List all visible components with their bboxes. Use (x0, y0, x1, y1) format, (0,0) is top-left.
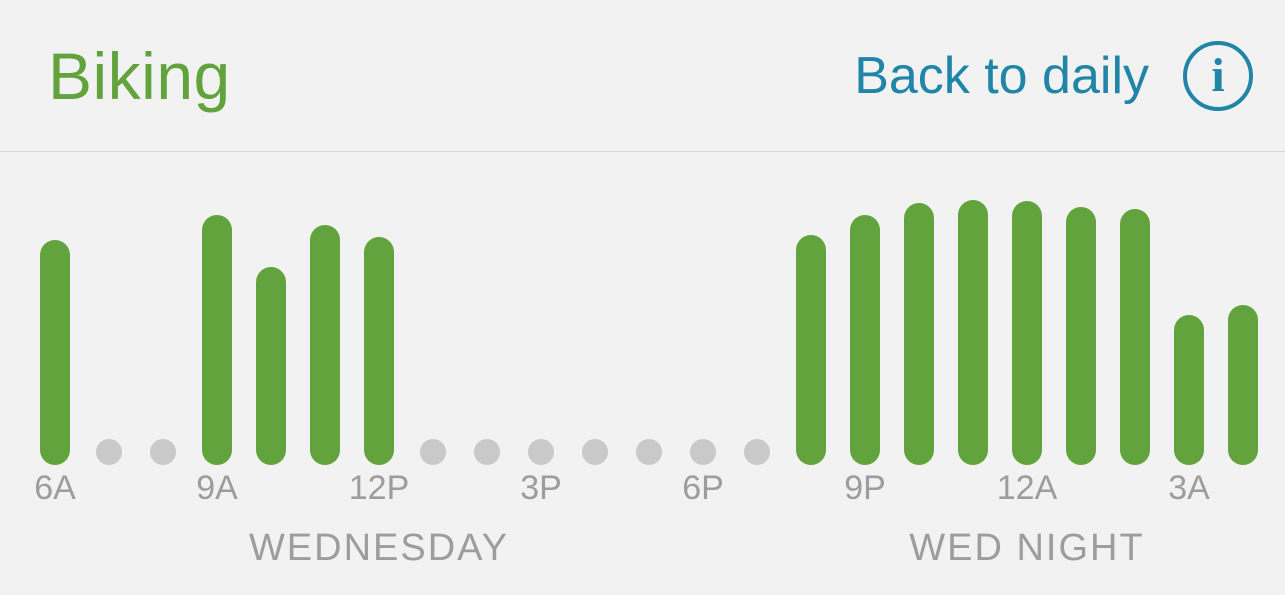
chart-empty-slot (406, 195, 460, 465)
chart-empty-dot (636, 439, 662, 465)
chart-bar-slot (1000, 195, 1054, 465)
chart-bar-slot (1108, 195, 1162, 465)
chart-empty-dot (474, 439, 500, 465)
chart-bar-slot (892, 195, 946, 465)
chart-tick-row: 6A 9A 12P 3P 6P 9P 12A 3A (0, 469, 1285, 517)
chart-empty-slot (514, 195, 568, 465)
chart-empty-dot (744, 439, 770, 465)
chart-bar-slot (1162, 195, 1216, 465)
info-icon: i (1211, 52, 1224, 100)
chart-empty-slot (730, 195, 784, 465)
app-root: Biking Back to daily i 6A 9A 12P 3P 6P 9P 12A 3… (0, 0, 1285, 595)
chart-bar (364, 237, 394, 465)
chart-bar (1066, 207, 1096, 465)
chart-tick: 3A (1168, 469, 1210, 508)
chart-daylabel-row: WEDNESDAY WED NIGHT (0, 527, 1285, 575)
chart-tick: 9P (844, 469, 886, 508)
chart-bar-slot (244, 195, 298, 465)
chart-empty-slot (136, 195, 190, 465)
chart-tick: 12A (997, 469, 1058, 508)
chart-empty-dot (96, 439, 122, 465)
chart-bar (1012, 201, 1042, 465)
activity-chart: 6A 9A 12P 3P 6P 9P 12A 3A WEDNESDAY WED NIGHT (0, 152, 1285, 595)
chart-tick: 3P (520, 469, 562, 508)
chart-empty-slot (568, 195, 622, 465)
chart-empty-dot (528, 439, 554, 465)
chart-day-label: WEDNESDAY (249, 527, 509, 570)
chart-bar-slot (190, 195, 244, 465)
chart-empty-slot (622, 195, 676, 465)
chart-bar-slot (946, 195, 1000, 465)
chart-bar-slot (1216, 195, 1270, 465)
chart-bar-slot (838, 195, 892, 465)
chart-bar-slot (784, 195, 838, 465)
chart-empty-slot (676, 195, 730, 465)
chart-empty-slot (460, 195, 514, 465)
page-title: Biking (48, 38, 231, 114)
chart-tick: 6P (682, 469, 724, 508)
chart-bar (904, 203, 934, 465)
chart-tick: 6A (34, 469, 76, 508)
chart-tick: 12P (349, 469, 410, 508)
chart-empty-slot (82, 195, 136, 465)
chart-bar (958, 200, 988, 465)
info-button[interactable]: i (1183, 41, 1253, 111)
chart-bar (202, 215, 232, 465)
back-to-daily-link[interactable]: Back to daily (854, 46, 1149, 106)
chart-empty-dot (690, 439, 716, 465)
chart-bar (40, 240, 70, 465)
chart-bar (310, 225, 340, 465)
chart-bar (256, 267, 286, 465)
chart-bar-slot (298, 195, 352, 465)
chart-bar (850, 215, 880, 465)
header-actions: Back to daily i (854, 41, 1253, 111)
chart-bar (1120, 209, 1150, 465)
chart-bar-slot (28, 195, 82, 465)
chart-tick: 9A (196, 469, 238, 508)
chart-bar (1174, 315, 1204, 465)
chart-bar-slot (1054, 195, 1108, 465)
chart-bar (1228, 305, 1258, 465)
chart-empty-dot (582, 439, 608, 465)
chart-empty-dot (420, 439, 446, 465)
chart-empty-dot (150, 439, 176, 465)
chart-bar (796, 235, 826, 465)
chart-bar-slot (352, 195, 406, 465)
chart-bars-track (0, 195, 1285, 465)
chart-day-label: WED NIGHT (909, 527, 1144, 570)
header-bar: Biking Back to daily i (0, 0, 1285, 152)
